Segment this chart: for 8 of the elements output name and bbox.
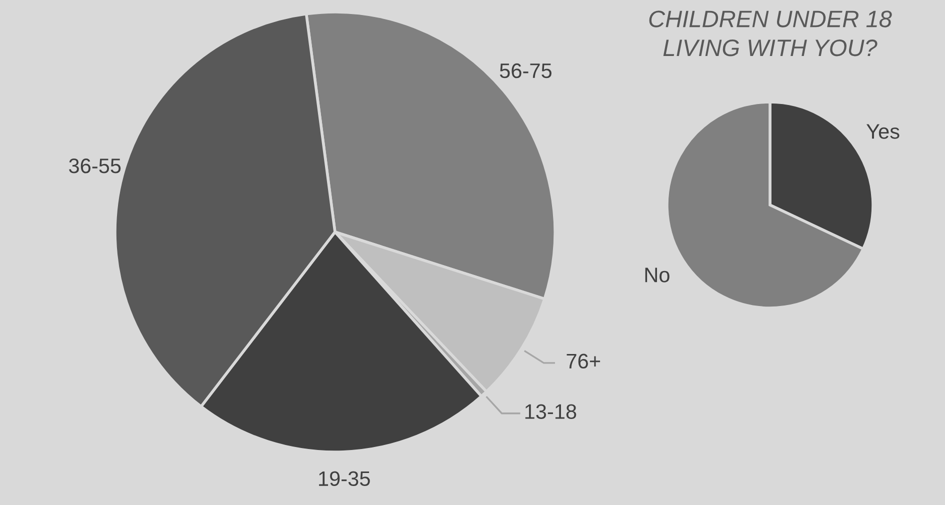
slice-label: 19-35 [319, 471, 370, 486]
chart-title: CHILDREN UNDER 18 LIVING WITH YOU? [649, 10, 892, 56]
slice-label: 13-18 [525, 404, 576, 419]
slice-label: 76+ [566, 354, 600, 369]
slice-label: 56-75 [500, 63, 552, 78]
slice-label: 36-55 [69, 158, 121, 174]
slice-label: No [645, 268, 670, 282]
slice-label: Yes [866, 124, 900, 139]
